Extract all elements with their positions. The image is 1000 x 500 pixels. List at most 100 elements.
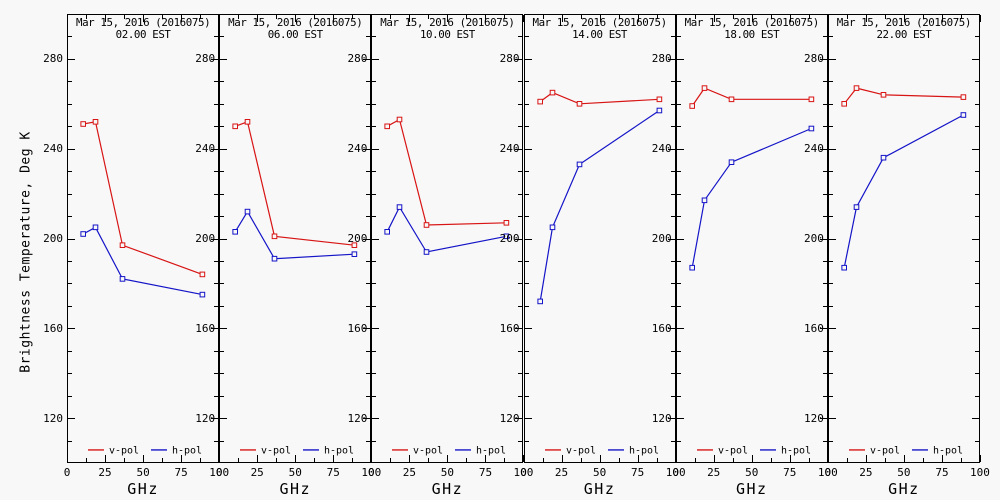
x-axis-label: GHz bbox=[279, 480, 312, 498]
y-tick-label: 200 bbox=[803, 232, 824, 245]
panel-title-time: 10.00 EST bbox=[419, 28, 475, 41]
h-pol-marker bbox=[701, 197, 707, 204]
panel-title-time: 18.00 EST bbox=[724, 28, 780, 41]
x-tick-label: 0 bbox=[368, 466, 375, 479]
x-axis-label: GHz bbox=[127, 480, 159, 498]
x-tick-label: 0 bbox=[63, 466, 71, 479]
legend-v-pol-label: v-pol bbox=[261, 445, 291, 456]
x-axis-label: GHz bbox=[431, 480, 464, 498]
panel-plot: v-pol h-pol bbox=[523, 14, 677, 463]
v-pol-line bbox=[235, 121, 355, 246]
v-pol-marker bbox=[271, 233, 278, 240]
x-tick-label: 25 bbox=[859, 466, 873, 479]
x-tick-label: 50 bbox=[440, 466, 455, 479]
x-tick-label: 75 bbox=[478, 466, 493, 479]
h-pol-marker bbox=[351, 251, 358, 257]
v-pol-marker bbox=[960, 94, 967, 100]
v-pol-marker bbox=[384, 123, 391, 130]
panel-title-date: Mar 15, 2016 (2016075) bbox=[380, 16, 515, 29]
y-tick-label: 160 bbox=[499, 321, 520, 335]
h-pol-marker bbox=[853, 204, 860, 210]
y-tick-label: 120 bbox=[651, 411, 672, 425]
panel-3: v-pol h-pol Mar 15, 2016 (2016075) 10.00 ES… bbox=[347, 14, 533, 497]
legend-v-pol-label: v-pol bbox=[718, 445, 748, 456]
h-pol-line bbox=[82, 226, 203, 296]
h-pol-marker bbox=[689, 264, 695, 271]
v-pol-marker bbox=[199, 271, 206, 278]
v-pol-marker bbox=[536, 98, 543, 105]
v-pol-marker bbox=[80, 121, 86, 127]
h-pol-marker bbox=[503, 233, 510, 240]
y-tick-label: 120 bbox=[195, 411, 216, 425]
panel-border bbox=[219, 14, 372, 463]
y-tick-label: 240 bbox=[499, 142, 520, 156]
y-tick-label: 120 bbox=[499, 411, 520, 425]
panel-title-time: 06.00 EST bbox=[267, 28, 323, 41]
x-tick-label: 0 bbox=[215, 466, 223, 479]
h-pol-marker bbox=[656, 107, 662, 114]
y-tick-label: 120 bbox=[43, 411, 63, 425]
v-pol-marker bbox=[880, 92, 887, 98]
legend-v-pol-label: v-pol bbox=[413, 445, 443, 456]
x-tick-label: 25 bbox=[554, 466, 569, 479]
panel-5: v-pol h-pol Mar 15, 2016 (2016075) 18.00 ES… bbox=[652, 14, 838, 497]
x-tick-label: 25 bbox=[250, 466, 264, 479]
v-pol-marker bbox=[503, 220, 510, 226]
legend-v-pol-label: v-pol bbox=[109, 445, 139, 456]
y-axis-label: Brightness Temperature, Deg K bbox=[18, 131, 34, 373]
legend-h-pol-label: h-pol bbox=[172, 445, 202, 456]
panel-border bbox=[675, 14, 828, 463]
x-axis-label: GHz bbox=[888, 480, 920, 498]
v-pol-marker bbox=[119, 242, 126, 248]
y-tick-label: 240 bbox=[195, 142, 216, 156]
h-pol-marker bbox=[841, 264, 847, 271]
y-tick-label: 280 bbox=[499, 52, 520, 66]
y-tick-label: 240 bbox=[43, 142, 63, 156]
panel-plot: v-pol h-pol bbox=[67, 14, 220, 463]
y-tick-label: 160 bbox=[651, 321, 672, 335]
x-tick-label: 75 bbox=[631, 466, 645, 479]
panel-title-time: 02.00 EST bbox=[115, 28, 171, 41]
x-tick-label: 50 bbox=[136, 466, 150, 479]
y-tick-label: 280 bbox=[347, 52, 368, 66]
h-pol-marker bbox=[728, 159, 734, 166]
v-pol-marker bbox=[728, 96, 734, 103]
h-pol-line bbox=[386, 205, 507, 253]
panel-border bbox=[67, 14, 220, 463]
h-pol-marker bbox=[384, 229, 391, 235]
h-pol-marker bbox=[232, 229, 239, 235]
x-tick-label: 100 bbox=[209, 466, 230, 479]
v-pol-marker bbox=[244, 119, 251, 125]
y-tick-label: 160 bbox=[347, 321, 368, 335]
h-pol-marker bbox=[80, 231, 86, 237]
y-tick-label: 240 bbox=[803, 142, 824, 156]
x-tick-label: 75 bbox=[935, 466, 949, 479]
legend-h-pol-label: h-pol bbox=[476, 445, 506, 456]
x-tick-label: 75 bbox=[783, 466, 797, 479]
x-tick-label: 100 bbox=[665, 466, 686, 479]
v-pol-marker bbox=[841, 101, 847, 107]
panel-title-date: Mar 15, 2016 (2016075) bbox=[836, 16, 972, 29]
y-tick-label: 120 bbox=[803, 411, 824, 425]
y-tick-label: 120 bbox=[347, 411, 368, 425]
y-tick-label: 160 bbox=[195, 321, 216, 335]
panel-title-date: Mar 15, 2016 (2016075) bbox=[75, 16, 211, 29]
y-tick-label: 280 bbox=[803, 52, 824, 66]
h-pol-line bbox=[691, 127, 812, 268]
panel-title-time: 14.00 EST bbox=[572, 28, 628, 41]
h-pol-marker bbox=[880, 154, 887, 161]
panel-plot: v-pol h-pol bbox=[371, 14, 525, 463]
v-pol-line bbox=[83, 121, 203, 275]
x-tick-label: 100 bbox=[513, 466, 534, 479]
h-pol-marker bbox=[549, 224, 555, 231]
v-pol-marker bbox=[549, 89, 555, 96]
x-tick-label: 50 bbox=[897, 466, 911, 479]
panel-border bbox=[371, 14, 524, 463]
y-tick-label: 160 bbox=[803, 321, 824, 335]
x-tick-label: 25 bbox=[707, 466, 721, 479]
x-axis-label: GHz bbox=[583, 480, 616, 498]
panel-border bbox=[523, 14, 676, 463]
x-tick-label: 0 bbox=[520, 466, 527, 479]
v-pol-marker bbox=[576, 101, 582, 107]
v-pol-marker bbox=[351, 242, 358, 248]
